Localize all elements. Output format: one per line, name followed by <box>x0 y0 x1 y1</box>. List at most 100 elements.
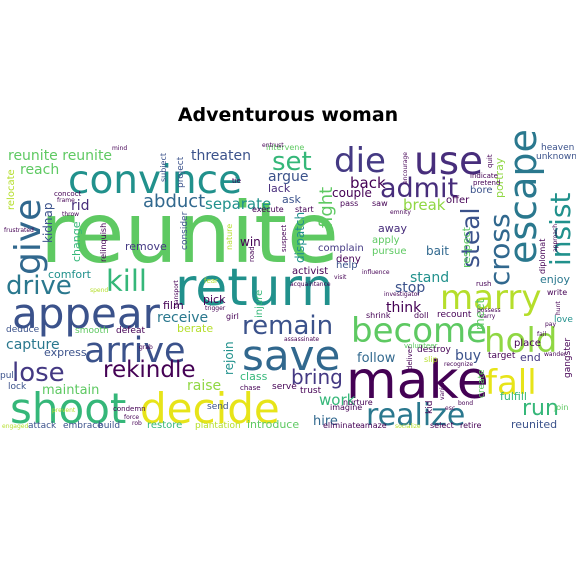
word-reach: reach <box>20 162 59 178</box>
word-gangster: gangster <box>563 338 573 378</box>
word-escape: escape <box>501 129 545 264</box>
word-diplomat: diplomat <box>538 239 547 274</box>
word-abduct: abduct <box>143 191 205 212</box>
word-smooth: smooth <box>75 326 109 336</box>
word-imagine: imagine <box>330 403 362 412</box>
word-lack: lack <box>268 182 291 195</box>
word-rid: rid <box>71 198 90 214</box>
word-become: become <box>351 311 487 351</box>
word-defeat: defeat <box>116 326 145 336</box>
word-socialize: socialize <box>395 423 421 430</box>
word-complain: complain <box>318 243 364 254</box>
word-retire: retire <box>460 421 482 430</box>
word-pay: pay <box>545 321 556 328</box>
word-doll: doll <box>414 311 428 320</box>
word-nurture: nurture <box>343 398 373 407</box>
word-die: die <box>334 141 386 181</box>
word-rush: rush <box>476 280 491 288</box>
word-tie: tie <box>232 177 241 185</box>
word-remove: remove <box>125 240 167 253</box>
word-meet: meet <box>473 299 487 330</box>
word-restore: restore <box>147 420 182 431</box>
word-work: work <box>319 391 356 409</box>
word-film: film <box>163 299 184 312</box>
word-arrive: arrive <box>84 331 186 371</box>
word-hold: hold <box>484 321 557 361</box>
word-throw: throw <box>62 211 79 218</box>
word-join: join <box>553 403 568 412</box>
word-capture: capture <box>6 337 60 353</box>
word-set: set <box>272 147 312 177</box>
word-introduce: introduce <box>247 418 299 431</box>
word-pursue: pursue <box>372 246 407 257</box>
word-target: target <box>488 351 516 361</box>
word-save: save <box>242 331 340 380</box>
word-threaten: threaten <box>191 148 251 164</box>
word-subject: subject <box>159 153 168 182</box>
word-recognize: recognize <box>444 361 473 368</box>
word-destroy: destroy <box>417 345 451 355</box>
word-slip: slip <box>424 355 438 364</box>
word-start: start <box>295 205 314 214</box>
word-buy: buy <box>455 348 481 364</box>
word-saw: saw <box>372 199 388 208</box>
word-bring: bring <box>291 365 343 389</box>
word-rejoin: rejoin <box>222 341 236 375</box>
word-hire: hire <box>313 414 338 429</box>
page-title: Adventurous woman <box>177 104 399 126</box>
word-entrust: entrust <box>262 142 284 149</box>
word-receive: receive <box>157 310 208 326</box>
word-pick: pick <box>203 293 226 306</box>
word-frame: frame <box>57 197 75 204</box>
word-make: make <box>346 351 489 411</box>
word-remain: remain <box>242 311 333 341</box>
word-activist: activist <box>292 266 328 277</box>
word-raise: raise <box>187 378 221 394</box>
word-fulfill: fulfill <box>500 390 527 403</box>
word-bore: bore <box>470 185 493 196</box>
word-send: send <box>207 402 229 412</box>
word-lock: lock <box>8 382 27 392</box>
word-argue: argue <box>268 169 308 185</box>
word-pretend: pretend <box>473 179 500 187</box>
word-lose: lose <box>12 358 65 388</box>
word-drive: drive <box>6 271 72 301</box>
word-acquaintance: acquaintance <box>290 281 331 288</box>
word-trust: trust <box>300 386 322 396</box>
word-trigger: trigger <box>205 305 226 312</box>
word-build: build <box>98 421 120 431</box>
word-amaze: amaze <box>360 421 387 430</box>
word-shrink: shrink <box>366 311 391 320</box>
word-bait: bait <box>426 244 449 258</box>
word-follow: follow <box>357 351 396 366</box>
word-dispatch: dispatch <box>293 212 307 263</box>
word-esc: esc <box>445 405 455 412</box>
word-suspect: suspect <box>280 225 288 252</box>
word-maintain: maintain <box>42 383 99 398</box>
word-pull: pull <box>0 371 16 381</box>
word-kidnap: kidnap <box>41 203 55 243</box>
word-embrace: embrace <box>63 421 103 431</box>
word-back: back <box>350 174 386 192</box>
word-change: change <box>70 221 83 262</box>
word-eliminate: eliminate <box>323 421 360 430</box>
word-select: select <box>430 421 454 430</box>
word-stand: stand <box>410 270 449 286</box>
word-decide: decide <box>140 384 280 433</box>
word-write: write <box>547 288 567 297</box>
word-kill: kill <box>106 264 147 298</box>
word-offer: offer <box>446 195 470 206</box>
word-prevent: prevent <box>52 407 76 414</box>
word-fail: fail <box>537 331 546 338</box>
word-plantation: plantation <box>195 421 241 431</box>
word-appear: appear <box>12 289 161 338</box>
word-berate: berate <box>177 322 213 335</box>
word-investigator: investigator <box>384 291 420 298</box>
word-convince: convince <box>68 158 242 203</box>
word-recount: recount <box>437 310 472 320</box>
word-marry: marry <box>440 278 541 318</box>
word-fear: fear <box>204 277 218 285</box>
word-wander: wander <box>544 351 567 358</box>
word-condemn: condemn <box>113 405 146 413</box>
word-admit: admit <box>380 173 458 204</box>
